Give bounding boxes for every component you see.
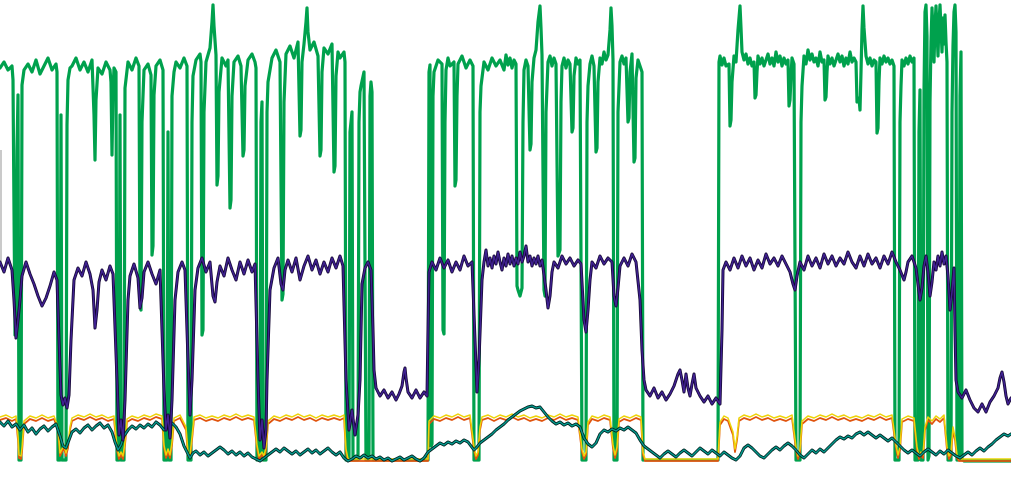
teal-trace-outline	[0, 404, 1011, 463]
green-trace-line	[0, 3, 1011, 463]
yellow-trace-line	[0, 413, 1011, 460]
teal-trace-line	[0, 405, 1011, 462]
purple-trace-line	[0, 245, 1011, 449]
